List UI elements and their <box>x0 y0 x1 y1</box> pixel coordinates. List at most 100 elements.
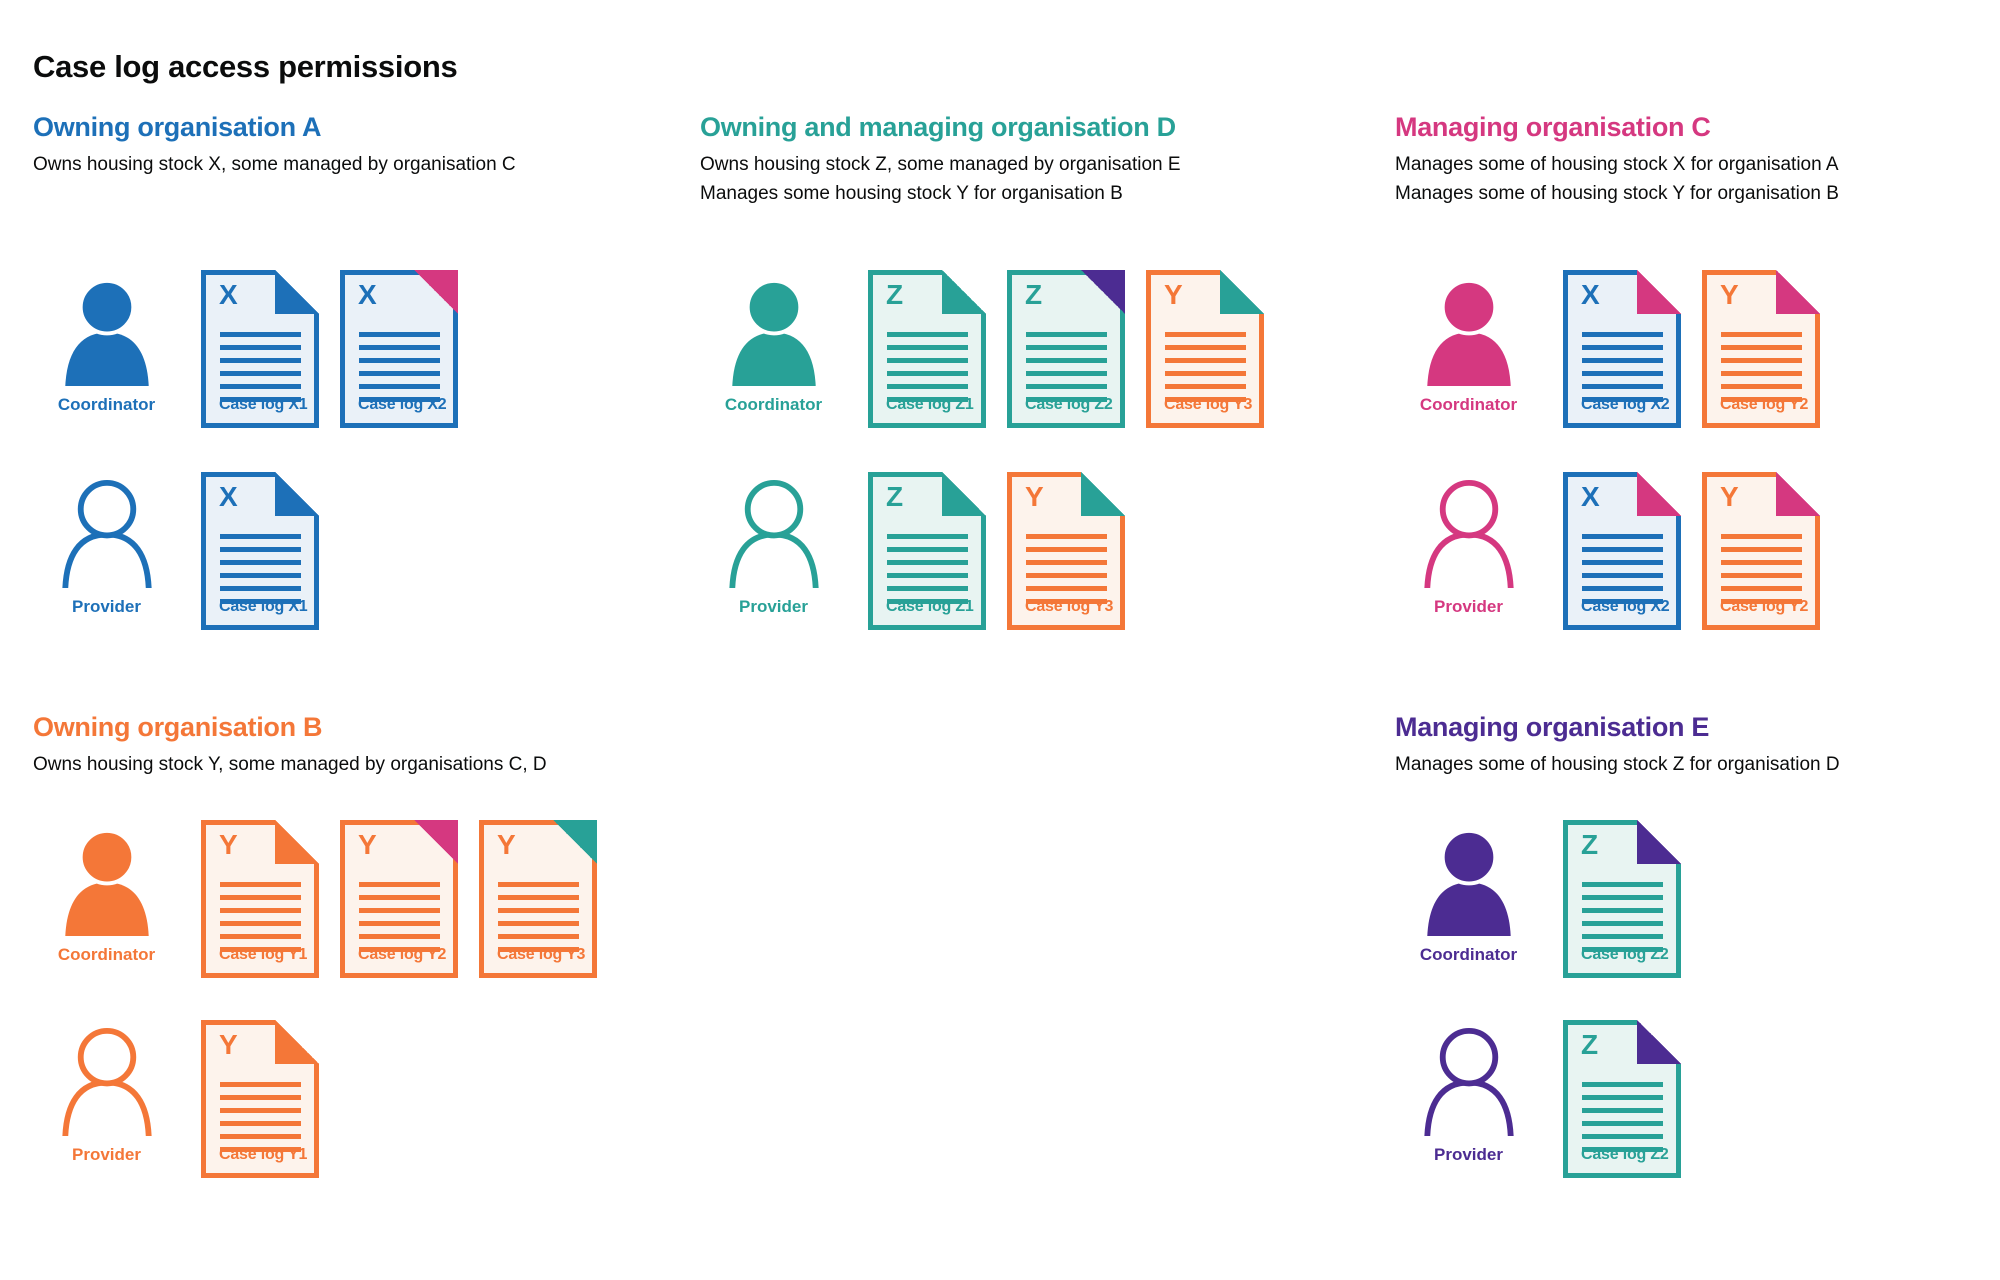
section-owning-managing-organisation-d: Owning and managing organisation D Owns … <box>700 112 1360 630</box>
coordinator-person-icon <box>731 278 816 386</box>
doc-stock-letter: Y <box>1164 279 1183 310</box>
org-c-provider: Provider <box>1395 472 1542 617</box>
doc-text-lines-icon <box>887 332 968 402</box>
provider-label: Provider <box>72 1145 141 1164</box>
section-owning-organisation-a: Owning organisation A Owns housing stock… <box>33 112 693 630</box>
folded-corner-icon <box>942 270 986 314</box>
provider-label: Provider <box>72 597 141 616</box>
doc-label: Case log Y3 <box>1164 396 1253 413</box>
provider-person-icon <box>728 479 819 588</box>
doc-stock-letter: X <box>1581 481 1600 512</box>
provider-label: Provider <box>1434 597 1503 616</box>
org-e-provider-row: Provider Z Case log Z2 <box>1395 1020 1681 1178</box>
folded-corner-icon <box>275 1020 319 1064</box>
folded-corner-icon <box>942 472 986 516</box>
doc-label: Case log Z2 <box>1581 1146 1669 1163</box>
org-d-description-1: Owns housing stock Z, some managed by or… <box>700 154 1181 175</box>
doc-text-lines-icon <box>359 332 440 402</box>
doc-label: Case log X1 <box>219 396 308 413</box>
folded-corner-icon <box>1220 270 1264 314</box>
org-d-heading: Owning and managing organisation D <box>700 112 1176 142</box>
doc-text-lines-icon <box>1582 882 1663 952</box>
coordinator-person-icon <box>64 278 149 386</box>
folded-corner-icon <box>414 820 458 864</box>
provider-person-icon <box>1423 1027 1514 1136</box>
org-e-coordinator-row: Coordinator Z Case log Z2 <box>1395 820 1681 978</box>
org-a-description: Owns housing stock X, some managed by or… <box>33 154 516 175</box>
doc-label: Case log Z1 <box>886 598 974 615</box>
folded-corner-icon <box>1637 1020 1681 1064</box>
folded-corner-icon <box>275 820 319 864</box>
org-d-coordinator-row: Coordinator Z Case log Z1 Z Case log Z2 … <box>700 270 1264 428</box>
doc-text-lines-icon <box>220 882 301 952</box>
org-d-coordinator: Coordinator <box>700 270 847 415</box>
doc-label: Case log Z2 <box>1581 946 1669 963</box>
doc-text-lines-icon <box>498 882 579 952</box>
doc-stock-letter: Y <box>219 1029 238 1060</box>
doc-stock-letter: X <box>219 481 238 512</box>
coordinator-label: Coordinator <box>57 945 156 964</box>
org-c-description-2: Manages some of housing stock Y for orga… <box>1395 183 1839 204</box>
doc-label: Case log Y1 <box>219 946 308 963</box>
org-b-provider-row: Provider Y Case log Y1 <box>33 1020 319 1178</box>
doc-stock-letter: Y <box>497 829 516 860</box>
org-a-provider: Provider <box>33 472 180 617</box>
org-c-heading: Managing organisation C <box>1395 112 1711 142</box>
provider-person-icon <box>61 1027 152 1136</box>
provider-label: Provider <box>739 597 808 616</box>
org-e-heading: Managing organisation E <box>1395 712 1710 742</box>
doc-label: Case log Y1 <box>219 1146 308 1163</box>
doc-text-lines-icon <box>1165 332 1246 402</box>
doc-label: Case log Y3 <box>497 946 586 963</box>
coordinator-label: Coordinator <box>57 395 156 414</box>
doc-case-log-z1: Z Case log Z1 <box>868 270 986 428</box>
folded-corner-icon <box>275 472 319 516</box>
doc-label: Case log X2 <box>358 396 447 413</box>
org-e-description: Manages some of housing stock Z for orga… <box>1395 754 1840 775</box>
doc-case-log-y2: Y Case log Y2 <box>340 820 458 978</box>
doc-case-log-z1: Z Case log Z1 <box>868 472 986 630</box>
org-c-coordinator-row: Coordinator X Case log X2 Y Case log Y2 <box>1395 270 1820 428</box>
doc-text-lines-icon <box>220 1082 301 1152</box>
section-managing-organisation-c: Managing organisation C Manages some of … <box>1395 112 2000 630</box>
org-b-coordinator: Coordinator <box>33 820 180 965</box>
org-a-coordinator: Coordinator <box>33 270 180 415</box>
doc-case-log-y3: Y Case log Y3 <box>1146 270 1264 428</box>
doc-text-lines-icon <box>1026 332 1107 402</box>
doc-text-lines-icon <box>1582 534 1663 604</box>
doc-label: Case log Z2 <box>1025 396 1113 413</box>
doc-case-log-z2: Z Case log Z2 <box>1007 270 1125 428</box>
doc-label: Case log X2 <box>1581 396 1670 413</box>
org-a-heading: Owning organisation A <box>33 112 322 142</box>
coordinator-person-icon <box>1426 278 1511 386</box>
folded-corner-icon <box>1081 472 1125 516</box>
coordinator-label: Coordinator <box>1419 945 1518 964</box>
doc-text-lines-icon <box>1721 332 1802 402</box>
doc-text-lines-icon <box>1026 534 1107 604</box>
org-e-coordinator: Coordinator <box>1395 820 1542 965</box>
doc-text-lines-icon <box>359 882 440 952</box>
org-b-coordinator-row: Coordinator Y Case log Y1 Y Case log Y2 … <box>33 820 597 978</box>
coordinator-person-icon <box>64 828 149 936</box>
folded-corner-icon <box>1637 820 1681 864</box>
doc-case-log-x2: X Case log X2 <box>1563 270 1681 428</box>
doc-text-lines-icon <box>1582 1082 1663 1152</box>
org-e-provider: Provider <box>1395 1020 1542 1165</box>
doc-case-log-y1: Y Case log Y1 <box>201 820 319 978</box>
doc-case-log-x1: X Case log X1 <box>201 270 319 428</box>
coordinator-label: Coordinator <box>1419 395 1518 414</box>
provider-person-icon <box>1423 479 1514 588</box>
doc-label: Case log Y2 <box>358 946 447 963</box>
doc-stock-letter: Z <box>1581 1029 1599 1060</box>
org-c-description-1: Manages some of housing stock X for orga… <box>1395 154 1839 175</box>
doc-case-log-x2: X Case log X2 <box>1563 472 1681 630</box>
doc-case-log-y3: Y Case log Y3 <box>1007 472 1125 630</box>
folded-corner-icon <box>414 270 458 314</box>
doc-label: Case log Y3 <box>1025 598 1114 615</box>
doc-stock-letter: Y <box>1025 481 1044 512</box>
folded-corner-icon <box>1637 472 1681 516</box>
doc-stock-letter: X <box>358 279 377 310</box>
page-title: Case log access permissions <box>33 48 458 84</box>
org-c-provider-row: Provider X Case log X2 Y Case log Y2 <box>1395 472 1820 630</box>
folded-corner-icon <box>553 820 597 864</box>
